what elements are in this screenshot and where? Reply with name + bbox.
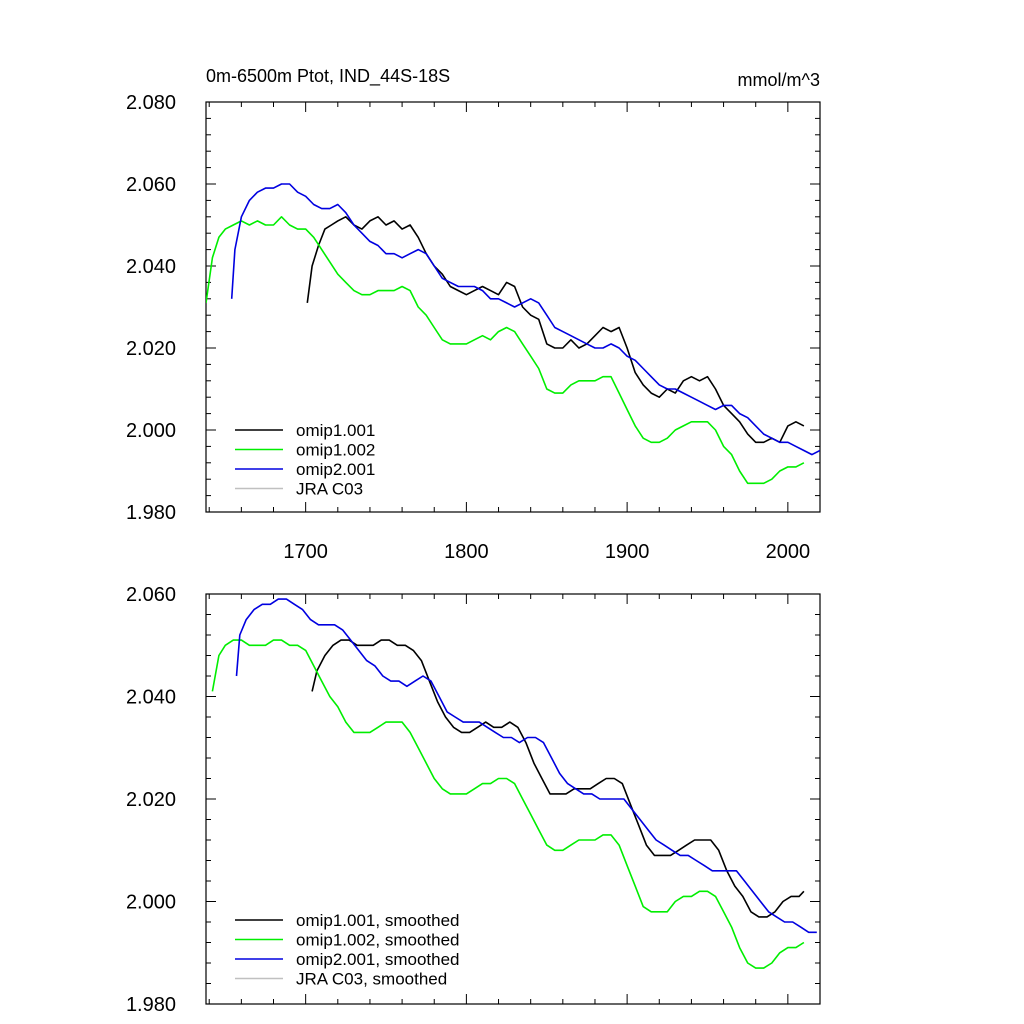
x-tick-label: 2000 — [766, 541, 811, 563]
legend-label: JRA C03 — [296, 480, 363, 499]
units-label: mmol/m^3 — [738, 70, 820, 90]
series-line-omip2-001 — [230, 183, 820, 456]
series-line-omip1-001 — [311, 639, 805, 918]
y-tick-label: 2.000 — [126, 892, 176, 914]
x-tick-label: 1800 — [444, 541, 489, 563]
series-line-omip1-002 — [206, 216, 805, 485]
x-tick-label: 1700 — [283, 541, 328, 563]
series-line-omip1-001 — [306, 216, 805, 444]
y-tick-label: 2.040 — [126, 256, 176, 278]
y-tick-label: 2.060 — [126, 584, 176, 606]
legend-label: omip2.001, smoothed — [296, 950, 460, 969]
y-tick-label: 2.020 — [126, 338, 176, 360]
legend-label: omip1.001 — [296, 421, 375, 440]
series-line-omip1-002 — [211, 639, 805, 969]
y-tick-label: 1.980 — [126, 502, 176, 524]
legend-label: omip1.001, smoothed — [296, 911, 460, 930]
series-group — [211, 598, 817, 969]
y-tick-label: 2.040 — [126, 687, 176, 709]
legend-label: JRA C03, smoothed — [296, 970, 447, 989]
legend-label: omip1.002 — [296, 441, 375, 460]
plot-frame — [205, 101, 821, 513]
panel-title: 0m-6500m Ptot, IND_44S-18S — [206, 66, 450, 87]
bottom-panel: 1.980 2.000 2.020 2.040 2.060 omip1.001, smo… — [126, 584, 821, 1016]
y-tick-label: 1.980 — [126, 994, 176, 1016]
series-group — [206, 183, 820, 485]
axes: 1.980 2.000 2.020 2.040 2.060 2.080 1700 1800 19… — [126, 92, 821, 563]
y-tick-label: 2.020 — [126, 789, 176, 811]
y-tick-label: 2.060 — [126, 174, 176, 196]
legend-label: omip1.002, smoothed — [296, 931, 460, 950]
top-panel: 0m-6500m Ptot, IND_44S-18S mmol/m^3 1.98… — [126, 66, 821, 563]
series-line-omip2-001 — [235, 598, 817, 934]
legend-label: omip2.001 — [296, 460, 375, 479]
x-tick-label: 1900 — [605, 541, 650, 563]
y-tick-label: 2.080 — [126, 92, 176, 114]
axes: 1.980 2.000 2.020 2.040 2.060 — [126, 584, 821, 1016]
y-tick-label: 2.000 — [126, 420, 176, 442]
